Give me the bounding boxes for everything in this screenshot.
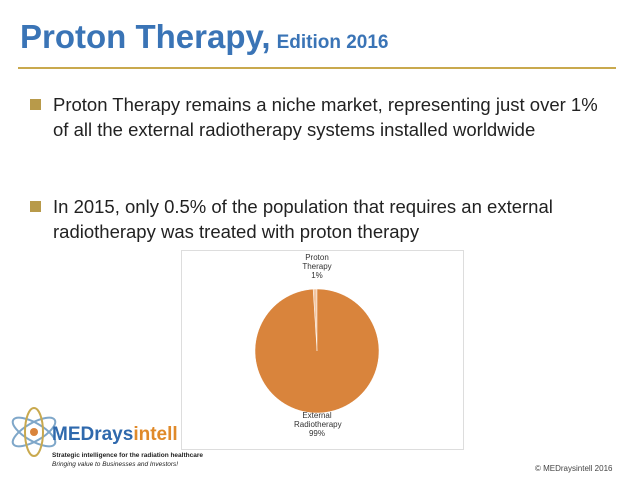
pie-chart (254, 288, 380, 414)
tagline: Strategic intelligence for the radiation… (52, 452, 203, 459)
chart: Proton Therapy 1% External Radiotherapy 99% (181, 250, 464, 450)
bullet-text: Proton Therapy remains a niche market, r… (53, 94, 598, 140)
slice-value: 99% (308, 429, 325, 438)
title-rule (18, 67, 616, 69)
copyright: © MEDraysintell 2016 (535, 464, 613, 473)
slice-label: External Radiotherapy 99% (277, 411, 357, 438)
bullet-marker (30, 201, 41, 212)
title-main: Proton Therapy, (20, 18, 271, 55)
slice-label: Proton Therapy 1% (277, 253, 357, 280)
slice-value: 1% (311, 271, 323, 280)
title: Proton Therapy, Edition 2016 (20, 18, 389, 56)
edition: Edition 2016 (276, 32, 389, 53)
logo-part: intell (133, 424, 178, 445)
slice-name: Proton Therapy (302, 253, 332, 271)
subtagline: Bringing value to Businesses and Investo… (52, 461, 179, 468)
bullet-text: In 2015, only 0.5% of the population tha… (53, 196, 553, 242)
bullet-marker (30, 99, 41, 110)
logo-text: MEDraysintell (52, 424, 178, 446)
logo-part: MEDrays (52, 424, 134, 445)
slice-name: External Radiotherapy (294, 411, 342, 429)
logo-icon (11, 407, 57, 457)
pie-slice (254, 288, 380, 414)
